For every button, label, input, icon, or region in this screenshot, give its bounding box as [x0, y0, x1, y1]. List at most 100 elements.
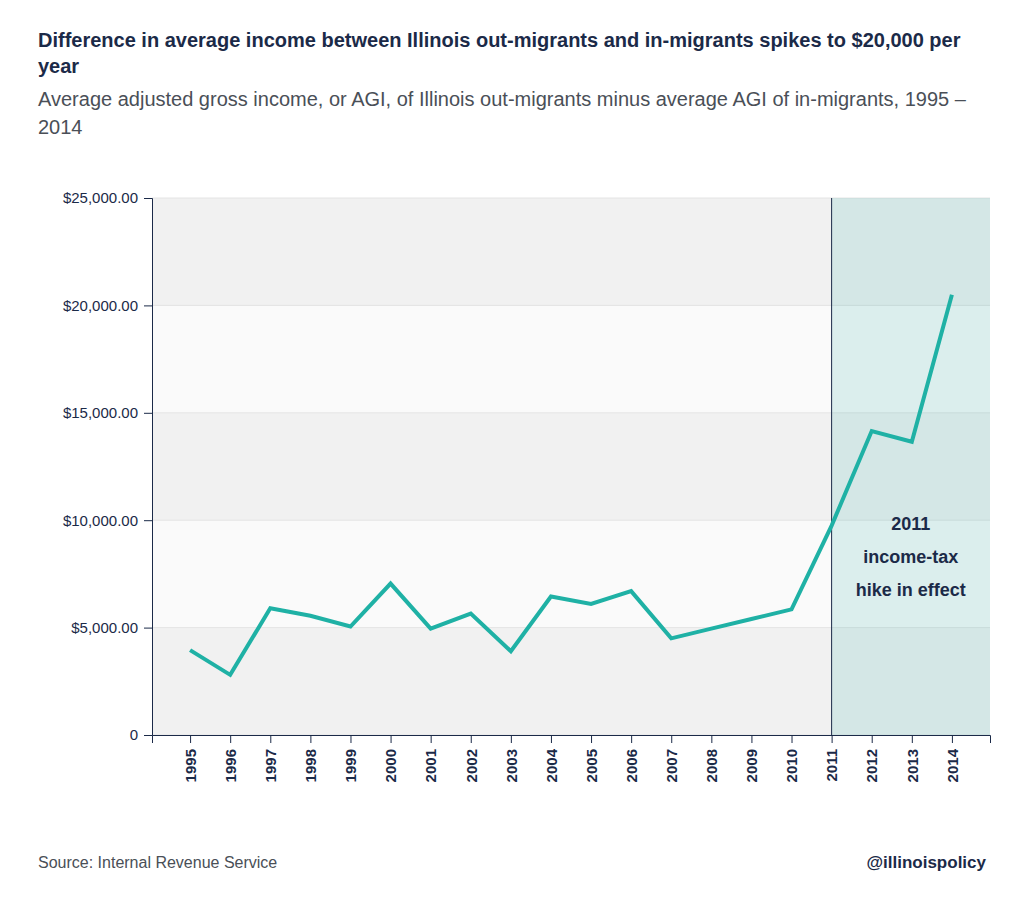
annotation-line-text: hike in effect: [856, 580, 966, 600]
x-tick: 2003: [503, 735, 520, 782]
y-tick-mark: [144, 628, 152, 629]
x-tick: 2004: [543, 735, 560, 782]
x-tick-mark: [471, 735, 472, 743]
x-tick: 2006: [623, 735, 640, 782]
plot-area: [152, 198, 990, 735]
x-tick-label: 2010: [783, 749, 800, 782]
x-tick-mark: [832, 735, 833, 743]
x-tick-label: 1998: [302, 749, 319, 782]
x-tick-mark: [671, 735, 672, 743]
x-tick-mark: [391, 735, 392, 743]
text-line: Difference in average income between Ill…: [38, 29, 961, 51]
x-tick-label: 2011: [823, 749, 840, 782]
annotation-line-text: income-tax: [863, 547, 958, 567]
y-tick: 0: [130, 726, 152, 743]
y-tick: $25,000.00: [63, 189, 152, 206]
credit: @illinoispolicy: [866, 853, 986, 872]
x-tick: 2000: [382, 735, 399, 782]
source: Source: Internal Revenue Service: [38, 854, 277, 871]
y-tick: $15,000.00: [63, 404, 152, 421]
x-tick-mark: [431, 735, 432, 743]
x-tick-label: 2000: [382, 749, 399, 782]
data-line: [190, 295, 952, 675]
x-tick-label: 2006: [623, 749, 640, 782]
y-tick-label: $5,000.00: [71, 619, 138, 636]
plot-background: [152, 198, 990, 735]
x-tick: 1998: [302, 735, 319, 782]
y-tick-label: $20,000.00: [63, 297, 138, 314]
x-tick-mark: [591, 735, 592, 743]
x-tick-label: 2013: [904, 749, 921, 782]
title: Difference in average income between Ill…: [38, 29, 961, 77]
y-tick-label: 0: [130, 726, 138, 743]
x-tick: 1996: [222, 735, 239, 782]
y-tick: $5,000.00: [71, 619, 152, 636]
chart: Difference in average income between Ill…: [0, 0, 1024, 901]
x-tick-label: 1997: [262, 749, 279, 782]
x-tick-mark: [551, 735, 552, 743]
text-line: 2014: [38, 116, 83, 138]
x-tick-mark: [350, 735, 351, 743]
x-tick-label: 1999: [342, 749, 359, 782]
y-tick-label: $15,000.00: [63, 404, 138, 421]
y-tick-mark: [144, 305, 152, 306]
y-tick-label: $25,000.00: [63, 189, 138, 206]
x-axis-line: [153, 736, 991, 744]
y-axis: 0 $5,000.00 $10,000.00 $15,000.00 $20,000.00…: [63, 189, 153, 743]
x-tick-mark: [270, 735, 271, 743]
x-tick: 2005: [583, 735, 600, 782]
y-tick-mark: [144, 520, 152, 521]
x-tick: 2014: [944, 735, 961, 782]
annotation-line: [831, 198, 832, 735]
x-tick-mark: [230, 735, 231, 743]
x-tick: 1997: [262, 735, 279, 782]
x-tick: 1999: [342, 735, 359, 782]
y-tick: $20,000.00: [63, 297, 152, 314]
x-tick-label: 2003: [503, 749, 520, 782]
subtitle: Average adjusted gross income, or AGI, o…: [38, 88, 967, 138]
x-tick: 2010: [783, 735, 800, 782]
x-tick-label: 2014: [944, 748, 961, 782]
x-tick: 2011: [823, 735, 840, 782]
x-tick-label: 2009: [743, 749, 760, 782]
text-line: Average adjusted gross income, or AGI, o…: [38, 88, 967, 110]
y-axis-line: [144, 199, 153, 736]
x-tick: 1995: [182, 735, 199, 782]
x-tick-mark: [711, 735, 712, 743]
x-tick: 2001: [422, 735, 439, 782]
x-tick-mark: [310, 735, 311, 743]
x-tick-mark: [792, 735, 793, 743]
x-axis: 1995 1996 1997 1998 1999 2000 2001 2002 2003 2004…: [153, 735, 991, 782]
x-tick-label: 2007: [663, 749, 680, 782]
x-tick-label: 1995: [182, 749, 199, 782]
x-tick: 2008: [703, 735, 720, 782]
x-tick: 2012: [863, 735, 880, 782]
y-tick-mark: [144, 198, 152, 199]
x-tick-mark: [872, 735, 873, 743]
data-marks: [190, 295, 952, 675]
x-tick-mark: [511, 735, 512, 743]
x-tick-label: 2012: [863, 749, 880, 782]
y-tick-label: $10,000.00: [63, 512, 138, 529]
x-tick: 2007: [663, 735, 680, 782]
x-tick-mark: [631, 735, 632, 743]
x-tick-label: 2004: [543, 748, 560, 782]
y-tick: $10,000.00: [63, 512, 152, 529]
x-tick: 2002: [463, 735, 480, 782]
x-tick-label: 2008: [703, 749, 720, 782]
x-tick-mark: [912, 735, 913, 743]
y-tick-mark: [144, 735, 152, 736]
annotation: 2011 income-tax hike in effect: [856, 514, 966, 600]
x-tick-label: 2005: [583, 749, 600, 782]
x-tick: 2009: [743, 735, 760, 782]
text-line: year: [38, 55, 79, 77]
x-tick-mark: [190, 735, 191, 743]
x-tick-mark: [751, 735, 752, 743]
x-tick-label: 2001: [422, 749, 439, 782]
annotation-line-text: 2011: [891, 514, 930, 534]
x-tick-label: 1996: [222, 749, 239, 782]
x-tick: 2013: [904, 735, 921, 782]
x-tick-label: 2002: [463, 749, 480, 782]
y-tick-mark: [144, 413, 152, 414]
x-tick-mark: [952, 735, 953, 743]
